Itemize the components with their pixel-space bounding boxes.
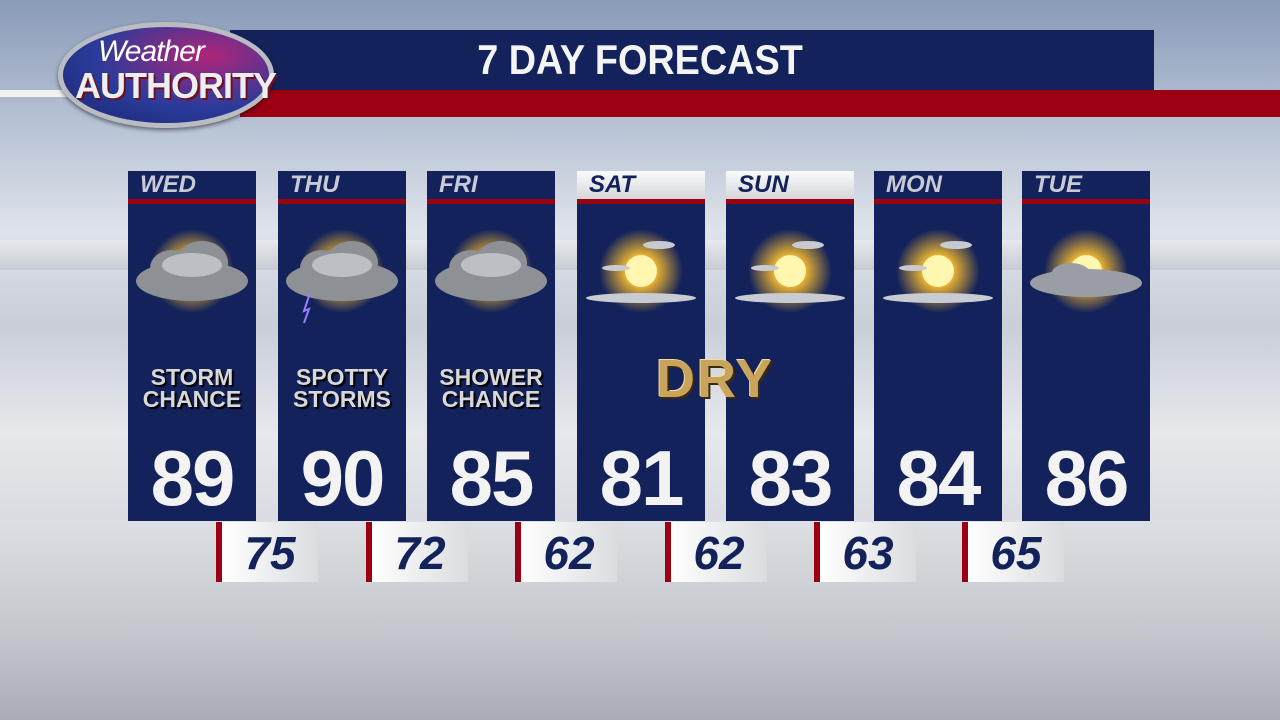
condition-line1: SHOWER bbox=[439, 364, 543, 390]
logo-line2: AUTHORITY bbox=[75, 65, 277, 106]
high-temp: 86 bbox=[1044, 434, 1130, 522]
condition-text: SPOTTY STORMS bbox=[278, 364, 406, 412]
high-temp: 85 bbox=[449, 434, 535, 522]
high-temp: 84 bbox=[896, 434, 982, 522]
day-label: THU bbox=[278, 171, 406, 204]
logo-line1: Weather bbox=[98, 35, 205, 68]
low-temp: 62 bbox=[665, 522, 767, 582]
mostly-sunny-icon bbox=[878, 223, 998, 323]
forecast-column-thu: THU SPOTTY STORMS 90 bbox=[278, 171, 406, 522]
high-temp: 83 bbox=[748, 434, 834, 522]
day-label: SUN bbox=[726, 171, 854, 204]
low-temp: 75 bbox=[216, 522, 318, 582]
condition-text: STORM CHANCE bbox=[128, 364, 256, 412]
day-label: SAT bbox=[577, 171, 705, 204]
forecast-column-sat: SAT 81 bbox=[577, 171, 705, 522]
page-title: 7 DAY FORECAST bbox=[477, 36, 803, 83]
condition-line1: SPOTTY bbox=[295, 364, 388, 390]
title-banner bbox=[230, 30, 1154, 90]
low-temp: 63 bbox=[814, 522, 916, 582]
condition-line2: STORMS bbox=[293, 386, 391, 412]
rain-cloud-sun-icon bbox=[431, 223, 551, 323]
red-stripe bbox=[240, 90, 1280, 117]
day-label: TUE bbox=[1022, 171, 1150, 204]
weather-authority-logo: Weather AUTHORITY bbox=[58, 22, 277, 128]
forecast-column-mon: MON 84 bbox=[874, 171, 1002, 522]
forecast-column-tue: TUE 86 bbox=[1022, 171, 1150, 522]
dry-label: DRY bbox=[655, 349, 774, 409]
high-temp: 89 bbox=[150, 434, 236, 522]
mostly-sunny-icon bbox=[581, 223, 701, 323]
condition-line1: STORM bbox=[150, 364, 234, 390]
condition-line2: CHANCE bbox=[142, 386, 242, 412]
day-label: WED bbox=[128, 171, 256, 204]
accent-line bbox=[0, 90, 70, 97]
partly-cloudy-icon bbox=[1026, 223, 1146, 323]
mostly-sunny-icon bbox=[730, 223, 850, 323]
day-label: MON bbox=[874, 171, 1002, 204]
high-temp: 90 bbox=[300, 434, 386, 522]
condition-line2: CHANCE bbox=[441, 386, 541, 412]
forecast-column-sun: SUN 83 bbox=[726, 171, 854, 522]
forecast-column-fri: FRI SHOWER CHANCE 85 bbox=[427, 171, 555, 522]
background-floor bbox=[0, 520, 1280, 720]
day-label: FRI bbox=[427, 171, 555, 204]
thunderstorm-sun-icon bbox=[282, 223, 402, 324]
low-temp: 65 bbox=[962, 522, 1064, 582]
storm-cloud-sun-icon bbox=[132, 223, 252, 323]
high-temp: 81 bbox=[599, 434, 685, 522]
low-temp: 72 bbox=[366, 522, 468, 582]
condition-text: SHOWER CHANCE bbox=[427, 364, 555, 412]
forecast-column-wed: WED STORM CHANCE 89 bbox=[128, 171, 256, 522]
low-temp: 62 bbox=[515, 522, 617, 582]
